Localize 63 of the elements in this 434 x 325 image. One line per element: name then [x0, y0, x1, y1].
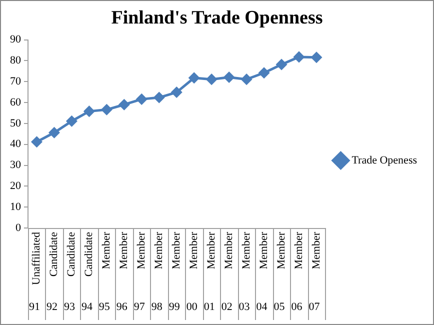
y-tick-label: 10	[10, 200, 22, 213]
x-tick-label: 94	[81, 301, 93, 313]
point	[31, 136, 42, 148]
x-tick-label: 01	[204, 301, 215, 313]
chart-title: Finland's Trade Openness	[111, 7, 323, 28]
x-tick-label: 00	[186, 301, 198, 313]
text: Member	[310, 232, 322, 270]
y-tick-label: 60	[10, 96, 22, 108]
point	[118, 99, 130, 110]
y-tick-label: 20	[10, 180, 22, 192]
y-tick-label: 0	[16, 222, 22, 234]
text: Member	[275, 232, 288, 270]
x-tick-label: 05	[274, 301, 286, 313]
point	[48, 127, 60, 138]
x-tick-label: 07	[308, 301, 320, 313]
point	[84, 106, 94, 117]
point	[258, 68, 270, 78]
text: Member	[118, 232, 130, 270]
y-tick-label: 90	[10, 34, 22, 46]
text: Member	[153, 232, 166, 270]
point	[311, 52, 322, 63]
text: Member	[258, 232, 270, 270]
text: Member	[100, 232, 113, 270]
y-tick-label: 40	[10, 138, 22, 150]
text: Candidate	[66, 232, 78, 277]
y-tick-label: 70	[10, 76, 22, 88]
text: Member	[136, 232, 148, 270]
x-tick-label: 92	[46, 301, 58, 313]
y-tick-label: 80	[10, 54, 22, 67]
point	[241, 74, 252, 85]
x-tick-label: 04	[256, 301, 268, 313]
point	[101, 104, 112, 115]
text: Candidate	[83, 232, 96, 277]
text: Member	[292, 232, 305, 270]
point	[294, 52, 304, 62]
text: Member	[222, 232, 235, 270]
text: Member	[205, 232, 218, 270]
text: Unaffiliated	[30, 232, 43, 285]
legend-label: Trade Openess	[352, 154, 417, 166]
point	[188, 72, 200, 84]
point	[66, 116, 77, 126]
point	[171, 87, 182, 98]
text: Member	[170, 232, 182, 270]
text: Candidate	[48, 232, 60, 277]
x-tick-label: 98	[151, 301, 163, 313]
point	[224, 72, 234, 82]
y-tick-label: 30	[10, 159, 22, 172]
x-tick-label: 99	[168, 301, 180, 313]
x-tick-label: 06	[291, 301, 303, 313]
point	[136, 94, 147, 104]
text: Member	[188, 232, 200, 270]
point	[154, 92, 164, 103]
x-tick-label: 96	[116, 301, 128, 313]
text: Member	[240, 232, 252, 270]
x-tick-label: 97	[134, 301, 146, 313]
x-tick-label: 95	[98, 301, 110, 313]
point	[206, 74, 217, 85]
x-tick-label: 03	[238, 301, 250, 313]
x-tick-label: 93	[64, 301, 76, 313]
x-tick-label: 91	[29, 301, 40, 313]
x-tick-label: 02	[221, 301, 232, 313]
y-tick-label: 50	[10, 117, 22, 130]
point	[276, 59, 287, 70]
